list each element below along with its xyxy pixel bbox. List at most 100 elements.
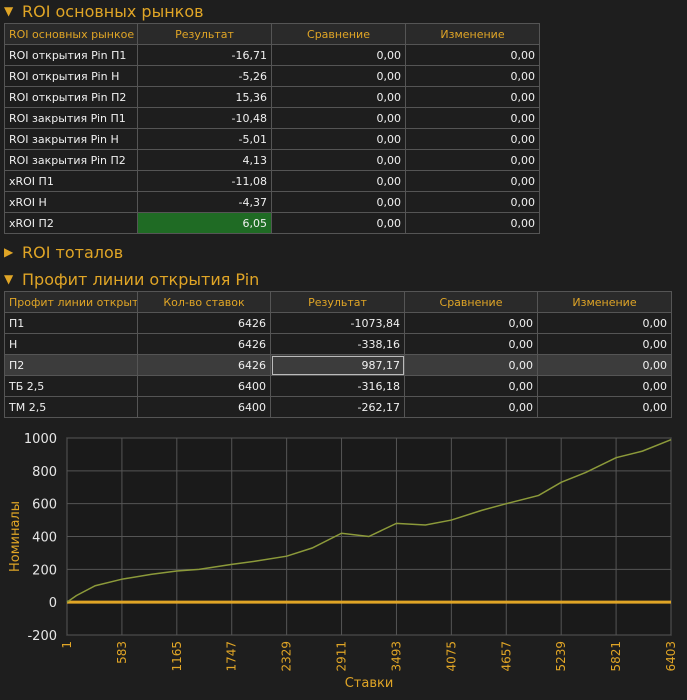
cell-value[interactable]: 0,00 — [404, 396, 538, 418]
cell-value[interactable]: 0,00 — [271, 191, 406, 213]
cell-value[interactable]: 6400 — [137, 396, 271, 418]
column-header[interactable]: Сравнение — [271, 23, 406, 45]
table-row[interactable]: ROI открытия Pin П2 15,36 0,00 0,00 — [4, 86, 540, 108]
x-tick-label: 583 — [115, 641, 129, 664]
column-header[interactable]: Изменение — [537, 291, 672, 313]
expanded-triangle-icon: ▼ — [4, 4, 14, 18]
x-tick-label: 2329 — [280, 641, 294, 672]
cell-value[interactable]: 0,00 — [405, 212, 540, 234]
table-row[interactable]: xROI Н -4,37 0,00 0,00 — [4, 191, 540, 213]
cell-value[interactable]: 0,00 — [537, 375, 672, 397]
cell-value[interactable]: -1073,84 — [270, 312, 405, 334]
row-label[interactable]: xROI П2 — [4, 212, 138, 234]
section-header-profit-line[interactable]: ▼ Профит линии открытия Pin — [4, 268, 259, 290]
row-label[interactable]: ROI закрытия Pin Н — [4, 128, 138, 150]
table-row[interactable]: П2 6426 987,17 0,00 0,00 — [4, 354, 672, 376]
y-tick-label: 200 — [32, 563, 57, 578]
row-label[interactable]: ROI закрытия Pin П2 — [4, 149, 138, 171]
column-header[interactable]: ROI основных рынкое — [4, 23, 138, 45]
profit-chart: 1 583 1165 1747 2329 2911 3493 4075 4657 5239 5821… — [8, 432, 678, 691]
y-axis-label: Номиналы — [8, 501, 23, 572]
cell-value[interactable]: -16,71 — [137, 44, 272, 66]
cell-value[interactable]: -11,08 — [137, 170, 272, 192]
cell-value[interactable]: -316,18 — [270, 375, 405, 397]
cell-value[interactable]: 0,00 — [537, 354, 672, 376]
cell-value[interactable]: 0,00 — [537, 396, 672, 418]
row-label[interactable]: ТБ 2,5 — [4, 375, 138, 397]
cell-value[interactable]: 0,00 — [405, 149, 540, 171]
cell-value[interactable]: 987,17 — [270, 354, 405, 376]
cell-value[interactable]: 15,36 — [137, 86, 272, 108]
cell-value[interactable]: -4,37 — [137, 191, 272, 213]
column-header[interactable]: Профит линии открыт — [4, 291, 138, 313]
cell-value[interactable]: 0,00 — [404, 333, 538, 355]
cell-value[interactable]: 0,00 — [271, 149, 406, 171]
table-row[interactable]: xROI П2 6,05 0,00 0,00 — [4, 212, 540, 234]
row-label[interactable]: xROI П1 — [4, 170, 138, 192]
row-label[interactable]: П1 — [4, 312, 138, 334]
cell-value[interactable]: 0,00 — [404, 312, 538, 334]
x-tick-label: 1747 — [225, 641, 239, 672]
row-label[interactable]: П2 — [4, 354, 138, 376]
x-tick-label: 2911 — [335, 641, 349, 672]
row-label[interactable]: ROI закрытия Pin П1 — [4, 107, 138, 129]
cell-value[interactable]: 0,00 — [405, 65, 540, 87]
cell-value[interactable]: 0,00 — [271, 212, 406, 234]
cell-value[interactable]: 0,00 — [537, 333, 672, 355]
cell-value[interactable]: 0,00 — [271, 65, 406, 87]
table-row[interactable]: ROI закрытия Pin П1 -10,48 0,00 0,00 — [4, 107, 540, 129]
column-header[interactable]: Кол-во ставок — [137, 291, 271, 313]
cell-value[interactable]: -10,48 — [137, 107, 272, 129]
row-label[interactable]: xROI Н — [4, 191, 138, 213]
cell-value[interactable]: 6426 — [137, 354, 271, 376]
cell-value[interactable]: 0,00 — [271, 128, 406, 150]
cell-value[interactable]: -5,01 — [137, 128, 272, 150]
cell-value[interactable]: 6,05 — [137, 212, 272, 234]
row-label[interactable]: ROI открытия Pin Н — [4, 65, 138, 87]
cell-value[interactable]: 0,00 — [405, 170, 540, 192]
row-label[interactable]: Н — [4, 333, 138, 355]
table-row[interactable]: ТМ 2,5 6400 -262,17 0,00 0,00 — [4, 396, 672, 418]
cell-value[interactable]: 0,00 — [405, 44, 540, 66]
column-header[interactable]: Результат — [270, 291, 405, 313]
cell-value[interactable]: 0,00 — [271, 107, 406, 129]
column-header[interactable]: Сравнение — [404, 291, 538, 313]
cell-value[interactable]: 0,00 — [404, 375, 538, 397]
section-header-roi-main[interactable]: ▼ ROI основных рынков — [4, 0, 204, 22]
cell-value[interactable]: 0,00 — [405, 107, 540, 129]
cell-value[interactable]: 0,00 — [405, 86, 540, 108]
section-header-roi-totals[interactable]: ▶ ROI тоталов — [4, 241, 123, 263]
table-row[interactable]: П1 6426 -1073,84 0,00 0,00 — [4, 312, 672, 334]
row-label[interactable]: ТМ 2,5 — [4, 396, 138, 418]
column-header[interactable]: Результат — [137, 23, 272, 45]
cell-value[interactable]: 0,00 — [271, 44, 406, 66]
cell-value[interactable]: 6426 — [137, 312, 271, 334]
table-row[interactable]: ТБ 2,5 6400 -316,18 0,00 0,00 — [4, 375, 672, 397]
table-row[interactable]: ROI открытия Pin П1 -16,71 0,00 0,00 — [4, 44, 540, 66]
section-title: ROI основных рынков — [22, 1, 204, 21]
row-label[interactable]: ROI открытия Pin П2 — [4, 86, 138, 108]
y-tick-label: 600 — [32, 498, 57, 513]
cell-value[interactable]: -262,17 — [270, 396, 405, 418]
cell-value[interactable]: 0,00 — [405, 191, 540, 213]
y-tick-label: 400 — [32, 531, 57, 546]
cell-value[interactable]: 0,00 — [405, 128, 540, 150]
table-row[interactable]: xROI П1 -11,08 0,00 0,00 — [4, 170, 540, 192]
cell-value[interactable]: 6426 — [137, 333, 271, 355]
cell-value[interactable]: -5,26 — [137, 65, 272, 87]
cell-value[interactable]: 0,00 — [537, 312, 672, 334]
column-header[interactable]: Изменение — [405, 23, 540, 45]
cell-value[interactable]: 4,13 — [137, 149, 272, 171]
cell-value[interactable]: 0,00 — [271, 86, 406, 108]
cell-value[interactable]: 6400 — [137, 375, 271, 397]
x-tick-label: 1 — [60, 641, 74, 649]
table-row[interactable]: ROI открытия Pin Н -5,26 0,00 0,00 — [4, 65, 540, 87]
y-tick-label: 1000 — [24, 432, 57, 447]
row-label[interactable]: ROI открытия Pin П1 — [4, 44, 138, 66]
cell-value[interactable]: 0,00 — [271, 170, 406, 192]
cell-value[interactable]: -338,16 — [270, 333, 405, 355]
cell-value[interactable]: 0,00 — [404, 354, 538, 376]
table-row[interactable]: ROI закрытия Pin Н -5,01 0,00 0,00 — [4, 128, 540, 150]
table-row[interactable]: Н 6426 -338,16 0,00 0,00 — [4, 333, 672, 355]
table-row[interactable]: ROI закрытия Pin П2 4,13 0,00 0,00 — [4, 149, 540, 171]
